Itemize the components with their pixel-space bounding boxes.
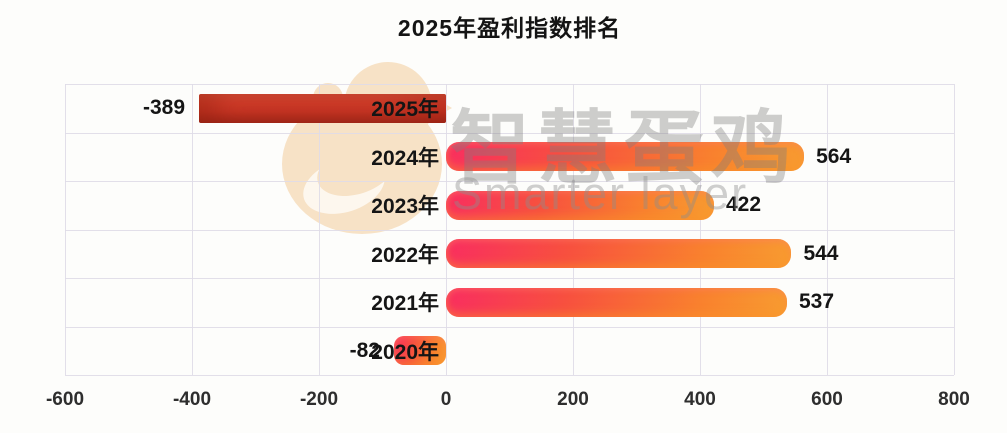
vertical-gridline bbox=[827, 84, 828, 375]
x-tick-label--200: -200 bbox=[299, 389, 339, 410]
horizontal-gridline bbox=[65, 132, 954, 134]
x-tick-label--600: -600 bbox=[45, 389, 85, 410]
bar-2021年[interactable] bbox=[446, 287, 787, 317]
value-label-2023年: 422 bbox=[725, 193, 762, 217]
bar-2024年[interactable] bbox=[446, 142, 805, 172]
x-tick-label-0: 0 bbox=[440, 389, 452, 410]
bar-2020年[interactable] bbox=[393, 336, 446, 366]
horizontal-gridline bbox=[65, 326, 954, 328]
x-tick-label-400: 400 bbox=[684, 389, 716, 410]
vertical-gridline bbox=[700, 84, 701, 375]
horizontal-gridline bbox=[65, 84, 954, 85]
vertical-gridline bbox=[192, 84, 193, 375]
vertical-gridline bbox=[573, 84, 574, 375]
horizontal-gridline bbox=[65, 229, 954, 231]
horizontal-gridline bbox=[65, 278, 954, 279]
bar-2023年[interactable] bbox=[446, 190, 714, 220]
x-tick-label-200: 200 bbox=[557, 389, 589, 410]
value-label-2024年: 564 bbox=[816, 144, 852, 168]
value-label-2021年: 537 bbox=[798, 290, 835, 314]
x-tick-label-600: 600 bbox=[811, 389, 843, 410]
category-label-2021年: 2021年 bbox=[371, 292, 439, 316]
bar-2022年[interactable] bbox=[446, 239, 792, 269]
vertical-gridline bbox=[954, 84, 955, 375]
value-label-2025年: -389 bbox=[142, 96, 185, 120]
vertical-gridline bbox=[65, 84, 66, 375]
category-label-2025年: 2025年 bbox=[371, 98, 439, 122]
x-tick-label--400: -400 bbox=[172, 389, 212, 410]
bar-2025年[interactable] bbox=[198, 93, 446, 123]
x-tick-label-800: 800 bbox=[938, 389, 970, 410]
horizontal-gridline bbox=[65, 181, 954, 182]
vertical-gridline bbox=[446, 84, 447, 375]
value-label-2020年: -82 bbox=[349, 338, 380, 362]
category-label-2020年: 2020年 bbox=[371, 340, 439, 364]
category-label-2023年: 2023年 bbox=[371, 195, 439, 219]
vertical-gridline bbox=[319, 84, 320, 375]
category-label-2022年: 2022年 bbox=[371, 243, 439, 267]
chart-title: 2025年盈利指数排名 bbox=[397, 15, 622, 41]
plot-area: 2025年 -389 2024年 564 2023年 422 2022年 544 2021年 53… bbox=[65, 84, 955, 376]
category-label-2024年: 2024年 bbox=[371, 146, 439, 170]
horizontal-gridline bbox=[65, 375, 954, 376]
value-label-2022年: 544 bbox=[803, 241, 839, 265]
